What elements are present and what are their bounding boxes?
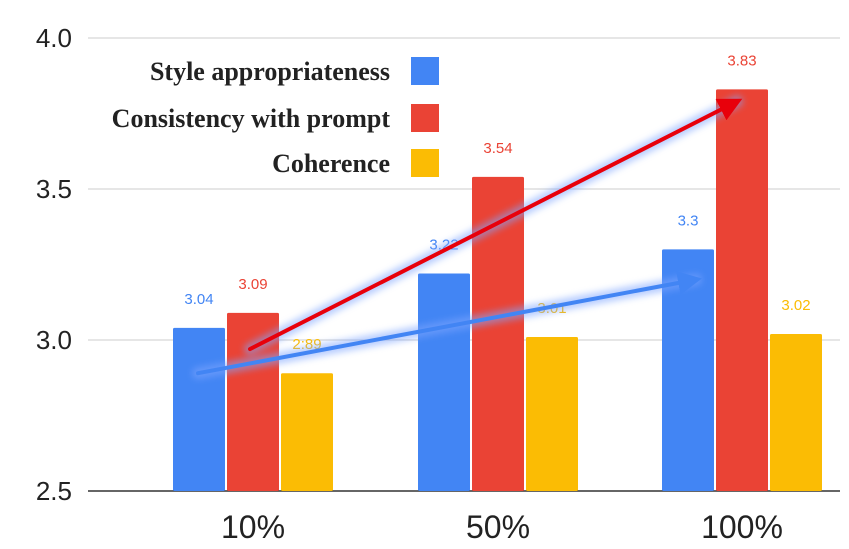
- data-label: 3.04: [184, 291, 213, 308]
- data-label: 3.54: [483, 140, 512, 157]
- x-tick-label: 100%: [701, 509, 783, 545]
- x-axis: 10% 50% 100%: [221, 509, 783, 545]
- trend-arrow-red: [248, 98, 743, 352]
- bar: [662, 249, 714, 491]
- legend-label: Style appropriateness: [150, 57, 390, 86]
- bar: [716, 89, 768, 491]
- bar: [173, 327, 225, 491]
- bar: [281, 373, 333, 491]
- data-label: 3.02: [781, 297, 810, 314]
- data-label: 3.09: [238, 276, 267, 293]
- bar: [472, 176, 524, 492]
- legend-label: Consistency with prompt: [112, 104, 391, 133]
- legend-swatch: [411, 104, 439, 132]
- data-label: 3.3: [678, 212, 699, 229]
- trend-arrow-blue: [196, 271, 702, 376]
- legend-label: Coherence: [272, 149, 390, 178]
- x-tick-label: 10%: [221, 509, 285, 545]
- x-tick-label: 50%: [466, 509, 530, 545]
- bar: [526, 336, 578, 491]
- y-axis: 2.5 3.0 3.5 4.0: [36, 23, 72, 506]
- trend-arrows: [192, 95, 743, 380]
- legend-swatch: [411, 57, 439, 85]
- data-label: 3.83: [727, 52, 756, 69]
- bar: [418, 273, 470, 491]
- y-tick-label: 3.0: [36, 325, 72, 355]
- y-tick-label: 3.5: [36, 174, 72, 204]
- y-tick-label: 2.5: [36, 476, 72, 506]
- legend-swatch: [411, 149, 439, 177]
- bars: [173, 89, 822, 492]
- legend: Style appropriateness Consistency with pr…: [112, 57, 439, 178]
- bar: [770, 333, 822, 491]
- y-tick-label: 4.0: [36, 23, 72, 53]
